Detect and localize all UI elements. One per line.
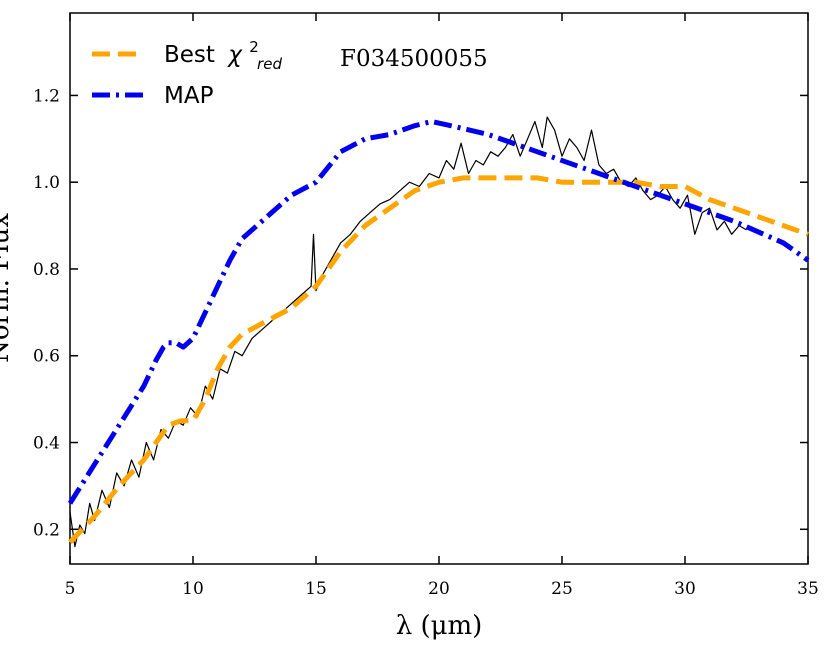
series-line-map bbox=[67, 119, 810, 505]
x-axis-title: λ (μm) bbox=[396, 611, 483, 641]
series-layer bbox=[67, 116, 810, 548]
y-tick-label: 0.4 bbox=[33, 434, 60, 454]
y-tick-label: 0.2 bbox=[33, 520, 60, 540]
source-id-annotation: F034500055 bbox=[340, 46, 488, 72]
legend-best-label: Best χ 2 red bbox=[164, 32, 282, 73]
y-tick-label: 0.6 bbox=[33, 347, 60, 367]
x-tick-label: 15 bbox=[305, 579, 327, 599]
legend: Best χ 2 red MAP bbox=[92, 32, 282, 109]
series-line-best-red bbox=[68, 175, 809, 545]
x-tick-label: 10 bbox=[182, 579, 204, 599]
x-tick-label: 30 bbox=[674, 579, 696, 599]
y-axis-title: Norm. Flux bbox=[0, 213, 15, 363]
x-axis: 5 10 15 20 25 30 35 bbox=[65, 13, 819, 599]
y-tick-label: 1.2 bbox=[33, 86, 60, 106]
y-tick-label: 1.0 bbox=[33, 173, 60, 193]
y-tick-label: 0.8 bbox=[33, 260, 60, 280]
legend-map-label: MAP bbox=[164, 83, 214, 109]
x-tick-label: 25 bbox=[551, 579, 573, 599]
x-tick-label: 35 bbox=[797, 579, 819, 599]
x-tick-label: 5 bbox=[65, 579, 76, 599]
x-tick-label: 20 bbox=[428, 579, 450, 599]
y-axis: 0.2 0.4 0.6 0.8 1.0 1.2 bbox=[33, 86, 808, 540]
